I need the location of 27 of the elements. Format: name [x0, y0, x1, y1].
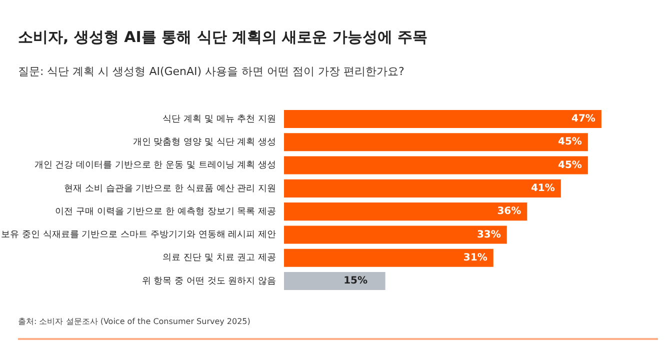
- data-label: 41%: [530, 183, 555, 194]
- y-tick-label: 현재 소비 습관을 기반으로 한 식료품 예산 관리 지원: [64, 184, 276, 194]
- data-label: 15%: [344, 276, 368, 287]
- data-label: 45%: [558, 160, 582, 171]
- bar: [284, 179, 561, 198]
- bar: [284, 272, 386, 290]
- y-tick-label: 위 항목 중 어떤 것도 원하지 않음: [142, 276, 276, 286]
- data-label: 33%: [476, 229, 501, 240]
- bar: [284, 110, 602, 128]
- source-note: 출처: 소비자 설문조사 (Voice of the Consumer Survey 2025): [18, 316, 250, 327]
- bar: [284, 202, 528, 221]
- data-label: 47%: [571, 114, 596, 125]
- bar: [284, 156, 588, 174]
- y-tick-label: 개인 맞춤형 영양 및 식단 계획 생성: [132, 137, 276, 148]
- data-label: 36%: [497, 206, 522, 218]
- bar: [284, 248, 494, 267]
- data-label: 31%: [463, 252, 488, 264]
- y-tick-label: 보유 중인 식재료를 기반으로 스마트 주방기기와 연동해 레시피 제안: [1, 230, 276, 240]
- data-label: 45%: [558, 136, 582, 148]
- y-tick-label: 의료 진단 및 치료 권고 제공: [162, 253, 276, 264]
- bar: [284, 226, 507, 244]
- y-tick-label: 이전 구매 이력을 기반으로 한 예측형 장보기 목록 제공: [55, 206, 276, 217]
- chart-subtitle: 질문: 식단 계획 시 생성형 AI(GenAI) 사용을 하면 어떤 점이 가장 편리한가요?: [18, 64, 404, 79]
- y-tick-label: 개인 건강 데이터를 기반으로 한 운동 및 트레이닝 계획 생성: [34, 160, 276, 171]
- chart-title: 소비자, 생성형 AI를 통해 식단 계획의 새로운 가능성에 주목: [18, 28, 428, 47]
- bar: [284, 133, 588, 152]
- y-tick-label: 식단 계획 및 메뉴 추천 지원: [162, 114, 276, 124]
